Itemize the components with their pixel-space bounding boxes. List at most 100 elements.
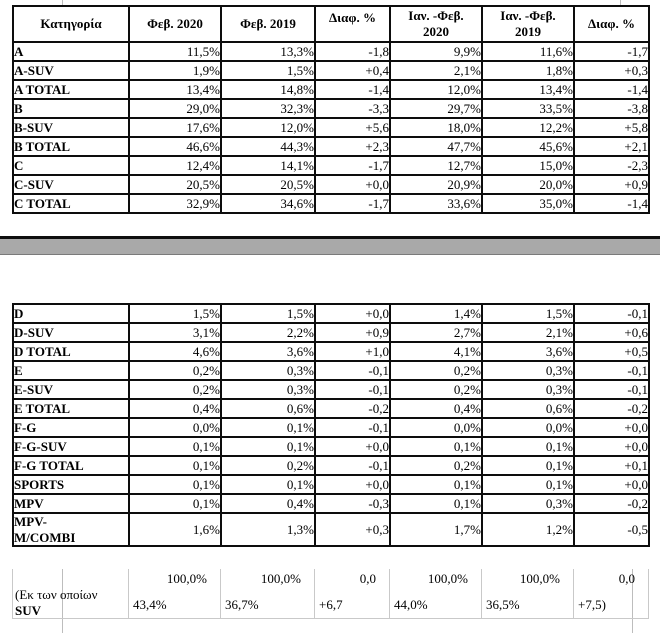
- value-cell: 33,6%: [389, 193, 483, 214]
- value-cell: 0,1%: [220, 417, 316, 438]
- category-label: A-SUV: [12, 60, 130, 81]
- value-cell: -0,1: [314, 455, 391, 476]
- category-label: F-G-SUV: [12, 436, 130, 457]
- value-cell: -1,7: [314, 193, 391, 214]
- table-row: B-SUV 17,6% 12,0% +5,6 18,0% 12,2% +5,8: [12, 117, 650, 138]
- value-cell: -0,3: [314, 493, 391, 514]
- value-cell: 1,5%: [481, 303, 575, 324]
- value-cell: 13,3%: [220, 41, 316, 62]
- table-row: A TOTAL 13,4% 14,8% -1,4 12,0% 13,4% -1,4: [12, 79, 650, 100]
- value-cell: 0,1%: [481, 455, 575, 476]
- value-cell: 4,6%: [128, 341, 222, 362]
- value-cell: 44,3%: [220, 136, 316, 157]
- value-cell: +0,0: [314, 303, 391, 324]
- value-cell: 2,2%: [220, 322, 316, 343]
- value-cell: +0,5: [573, 341, 650, 362]
- value-cell: 0,4%: [389, 398, 483, 419]
- column-header: Διαφ. %: [314, 5, 391, 43]
- value-cell: 1,7%: [389, 511, 483, 548]
- value-cell: 1,5%: [220, 60, 316, 81]
- value-cell: 11,5%: [128, 41, 222, 62]
- value-cell: 32,3%: [220, 98, 316, 119]
- value-cell: 12,0%: [220, 117, 316, 138]
- value-cell: 15,0%: [481, 155, 575, 176]
- table-row: F-G-SUV 0,1% 0,1% +0,0 0,1% 0,1% +0,0: [12, 436, 650, 457]
- total-value-cell: 100,0%: [221, 569, 315, 591]
- value-cell: 2,1%: [389, 60, 483, 81]
- value-cell: 1,6%: [128, 511, 222, 548]
- value-cell: 12,2%: [481, 117, 575, 138]
- category-label: D-SUV: [12, 322, 130, 343]
- value-cell: +5,6: [314, 117, 391, 138]
- value-cell: 20,5%: [128, 174, 222, 195]
- table-row: E-SUV 0,2% 0,3% -0,1 0,2% 0,3% -0,1: [12, 379, 650, 400]
- table-header-row: Κατηγορία Φεβ. 2020 Φεβ. 2019 Διαφ. % Ιαν. -…: [12, 5, 650, 43]
- text-boundary-guide-left-top: [62, 0, 63, 6]
- value-cell: +2,1: [573, 136, 650, 157]
- value-cell: 0,3%: [220, 379, 316, 400]
- value-cell: 0,2%: [220, 455, 316, 476]
- category-label: D TOTAL: [12, 341, 130, 362]
- value-cell: 0,1%: [128, 474, 222, 495]
- value-cell: -3,8: [573, 98, 650, 119]
- value-cell: 34,6%: [220, 193, 316, 214]
- value-cell: 18,0%: [389, 117, 483, 138]
- value-cell: 29,7%: [389, 98, 483, 119]
- suv-share-value-cell: 43,4%: [129, 591, 221, 618]
- suv-share-value-cell: 36,5%: [482, 591, 574, 618]
- value-cell: -0,1: [314, 417, 391, 438]
- value-cell: 14,1%: [220, 155, 316, 176]
- value-cell: 0,1%: [389, 493, 483, 514]
- value-cell: 0,1%: [481, 436, 575, 457]
- suv-share-label-line1: (Εκ των οποίων: [15, 587, 98, 603]
- value-cell: 46,6%: [128, 136, 222, 157]
- value-cell: 0,4%: [128, 398, 222, 419]
- value-cell: +0,6: [573, 322, 650, 343]
- value-cell: -0,2: [573, 493, 650, 514]
- value-cell: 13,4%: [128, 79, 222, 100]
- total-value-cell: 100,0%: [129, 569, 221, 591]
- value-cell: +0,1: [573, 455, 650, 476]
- suv-share-value-cell: +7,5): [574, 591, 649, 618]
- value-cell: 33,5%: [481, 98, 575, 119]
- category-label: D: [12, 303, 130, 324]
- value-cell: -2,3: [573, 155, 650, 176]
- table-row: C 12,4% 14,1% -1,7 12,7% 15,0% -2,3: [12, 155, 650, 176]
- value-cell: 0,2%: [128, 360, 222, 381]
- value-cell: 45,6%: [481, 136, 575, 157]
- category-label: C-SUV: [12, 174, 130, 195]
- value-cell: -0,1: [573, 379, 650, 400]
- value-cell: +0,4: [314, 60, 391, 81]
- value-cell: +0,0: [314, 436, 391, 457]
- value-cell: 0,1%: [128, 436, 222, 457]
- table-row: D 1,5% 1,5% +0,0 1,4% 1,5% -0,1: [12, 303, 650, 324]
- value-cell: 20,5%: [220, 174, 316, 195]
- suv-share-value-cell: +6,7: [315, 591, 390, 618]
- category-label: F-G: [12, 417, 130, 438]
- value-cell: 17,6%: [128, 117, 222, 138]
- category-label: B: [12, 98, 130, 119]
- value-cell: 0,1%: [389, 474, 483, 495]
- table-row: MPV 0,1% 0,4% -0,3 0,1% 0,3% -0,2: [12, 493, 650, 514]
- value-cell: 0,2%: [389, 379, 483, 400]
- value-cell: 0,3%: [481, 493, 575, 514]
- value-cell: 12,4%: [128, 155, 222, 176]
- value-cell: +0,0: [314, 174, 391, 195]
- value-cell: -0,1: [573, 303, 650, 324]
- total-value-cell: 100,0%: [482, 569, 574, 591]
- value-cell: 0,1%: [481, 474, 575, 495]
- value-cell: 0,3%: [481, 360, 575, 381]
- table-row: C TOTAL 32,9% 34,6% -1,7 33,6% 35,0% -1,4: [12, 193, 650, 214]
- table-row: B TOTAL 46,6% 44,3% +2,3 47,7% 45,6% +2,1: [12, 136, 650, 157]
- value-cell: 1,5%: [128, 303, 222, 324]
- category-label: E TOTAL: [12, 398, 130, 419]
- value-cell: -0,1: [314, 379, 391, 400]
- table-row: F-G TOTAL 0,1% 0,2% -0,1 0,2% 0,1% +0,1: [12, 455, 650, 476]
- value-cell: 29,0%: [128, 98, 222, 119]
- value-cell: -0,2: [314, 398, 391, 419]
- value-cell: -1,7: [573, 41, 650, 62]
- table-row: MPV- M/COMBI 1,6% 1,3% +0,3 1,7% 1,2% -0,5: [12, 511, 650, 548]
- text-boundary-guide-right-bottom: [632, 569, 633, 633]
- value-cell: 1,5%: [220, 303, 316, 324]
- value-cell: +0,9: [314, 322, 391, 343]
